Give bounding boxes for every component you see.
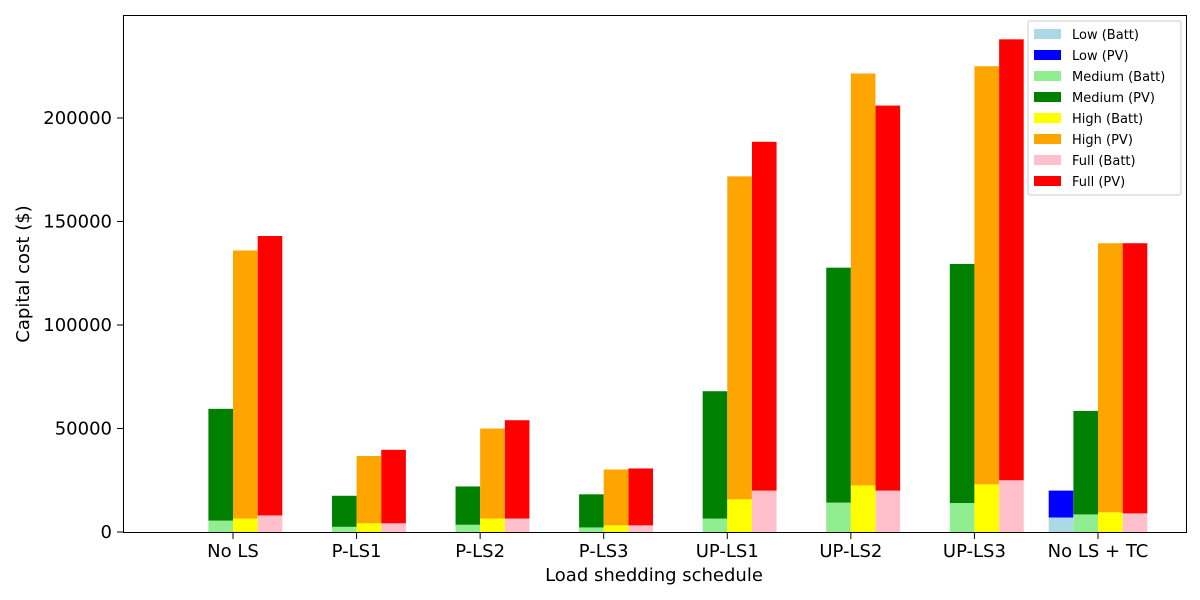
legend-box bbox=[1027, 20, 1182, 196]
x-tick-label: No LS + TC bbox=[1048, 541, 1149, 562]
bar-medium-pv-up-ls1 bbox=[702, 391, 728, 519]
y-axis-label: Capital cost ($) bbox=[13, 205, 34, 342]
bar-medium-batt-up-ls3 bbox=[949, 503, 975, 532]
legend-swatch bbox=[1034, 92, 1061, 102]
bar-medium-batt-up-ls1 bbox=[702, 518, 728, 532]
bar-high-pv-p-ls2 bbox=[480, 428, 505, 519]
plot-frame bbox=[123, 15, 1187, 533]
bar-full-batt-p-ls1 bbox=[381, 523, 406, 532]
bar-full-pv-p-ls1 bbox=[381, 449, 406, 524]
bar-high-pv-up-ls2 bbox=[850, 73, 876, 486]
x-axis: No LS P-LS1 P-LS2 P-LS3 UP-LS1 UP-LS2 UP-LS3 No… bbox=[207, 532, 1149, 562]
bar-high-pv-p-ls3 bbox=[603, 469, 629, 526]
y-axis: 0 50000 100000 150000 200000 bbox=[43, 108, 124, 543]
legend: Low (Batt) Low (PV) Medium (Batt) Medium (P… bbox=[1027, 20, 1182, 196]
bar-high-pv-no-ls bbox=[233, 250, 258, 519]
bar-high-batt-up-ls1 bbox=[727, 499, 752, 532]
x-tick-label: No LS bbox=[207, 541, 259, 562]
bar-high-pv-up-ls3 bbox=[974, 66, 1000, 485]
bar-low-pv-no-ls-tc bbox=[1048, 490, 1074, 518]
bar-medium-batt-no-ls-tc bbox=[1073, 514, 1098, 532]
bar-full-pv-p-ls2 bbox=[504, 420, 530, 519]
x-tick-label: P-LS1 bbox=[332, 541, 382, 562]
legend-swatch bbox=[1034, 29, 1061, 39]
y-tick-label: 200000 bbox=[43, 108, 112, 129]
x-tick-label: P-LS3 bbox=[579, 541, 629, 562]
bar-medium-pv-p-ls1 bbox=[331, 495, 357, 527]
bar-medium-batt-p-ls1 bbox=[331, 526, 357, 532]
bar-medium-batt-up-ls2 bbox=[826, 502, 851, 532]
y-tick-label: 0 bbox=[101, 522, 112, 543]
bar-full-pv-up-ls2 bbox=[875, 105, 901, 491]
legend-swatch bbox=[1034, 71, 1061, 81]
bar-high-batt-up-ls3 bbox=[974, 484, 1000, 532]
bar-low-batt-no-ls-tc bbox=[1048, 517, 1074, 532]
legend-label: High (PV) bbox=[1072, 133, 1133, 148]
bar-medium-batt-p-ls2 bbox=[455, 524, 481, 532]
bar-full-pv-p-ls3 bbox=[628, 468, 654, 526]
legend-swatch bbox=[1034, 155, 1061, 165]
bar-medium-batt-p-ls3 bbox=[579, 527, 604, 532]
legend-label: Full (PV) bbox=[1072, 175, 1125, 190]
bar-full-pv-up-ls3 bbox=[999, 39, 1024, 481]
legend-label: Low (Batt) bbox=[1072, 28, 1139, 43]
bars-layer bbox=[208, 39, 1148, 532]
legend-label: Medium (PV) bbox=[1072, 91, 1155, 106]
bar-full-batt-no-ls bbox=[257, 515, 283, 532]
bar-full-batt-up-ls3 bbox=[999, 480, 1024, 532]
legend-swatch bbox=[1034, 134, 1061, 144]
legend-label: Medium (Batt) bbox=[1072, 70, 1165, 85]
bar-medium-pv-p-ls2 bbox=[455, 486, 481, 525]
bar-medium-pv-up-ls3 bbox=[949, 263, 975, 504]
bar-full-batt-up-ls2 bbox=[875, 490, 901, 532]
bar-high-batt-up-ls2 bbox=[850, 485, 876, 532]
legend-label: High (Batt) bbox=[1072, 112, 1143, 127]
bar-high-batt-p-ls2 bbox=[480, 518, 505, 532]
bar-full-pv-no-ls bbox=[257, 235, 283, 516]
x-tick-label: UP-LS1 bbox=[696, 541, 759, 562]
legend-label: Full (Batt) bbox=[1072, 154, 1136, 169]
y-tick-label: 50000 bbox=[55, 419, 112, 440]
x-tick-label: P-LS2 bbox=[455, 541, 505, 562]
bar-medium-pv-no-ls-tc bbox=[1073, 410, 1098, 515]
bar-full-pv-no-ls-tc bbox=[1122, 243, 1148, 514]
bar-high-pv-up-ls1 bbox=[727, 176, 752, 500]
x-axis-label: Load shedding schedule bbox=[545, 565, 763, 586]
bar-medium-pv-up-ls2 bbox=[826, 267, 851, 503]
y-tick-label: 100000 bbox=[43, 315, 112, 336]
x-tick-label: UP-LS2 bbox=[819, 541, 882, 562]
bar-full-batt-p-ls3 bbox=[628, 525, 654, 532]
bar-medium-pv-no-ls bbox=[208, 408, 233, 521]
legend-swatch bbox=[1034, 50, 1061, 60]
bar-high-batt-no-ls-tc bbox=[1097, 512, 1123, 532]
legend-label: Low (PV) bbox=[1072, 49, 1129, 64]
bar-high-pv-no-ls-tc bbox=[1097, 243, 1123, 513]
legend-swatch bbox=[1034, 113, 1061, 123]
bar-medium-batt-no-ls bbox=[208, 520, 233, 532]
bar-full-batt-no-ls-tc bbox=[1122, 513, 1148, 532]
bar-high-pv-p-ls1 bbox=[356, 456, 382, 524]
legend-swatch bbox=[1034, 176, 1061, 186]
y-tick-label: 150000 bbox=[43, 212, 112, 233]
bar-medium-pv-p-ls3 bbox=[579, 494, 604, 528]
bar-full-pv-up-ls1 bbox=[751, 141, 777, 491]
bar-high-batt-p-ls3 bbox=[603, 525, 629, 532]
x-tick-label: UP-LS3 bbox=[943, 541, 1006, 562]
bar-high-batt-p-ls1 bbox=[356, 523, 382, 532]
bar-full-batt-up-ls1 bbox=[751, 490, 777, 532]
bar-full-batt-p-ls2 bbox=[504, 518, 530, 532]
bar-high-batt-no-ls bbox=[233, 518, 258, 532]
